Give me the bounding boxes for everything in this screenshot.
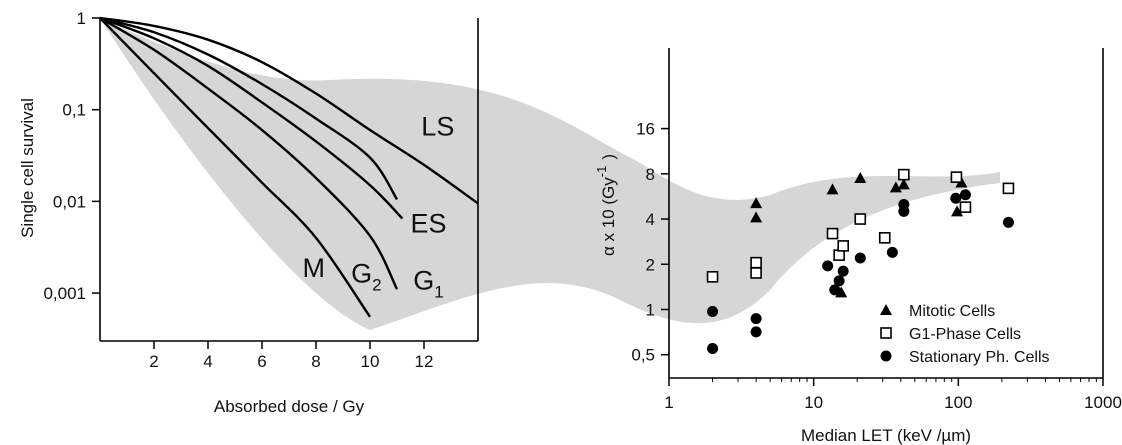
curve-label-main: G [351,259,372,289]
left-x-tick-label: 4 [203,352,212,371]
survival-curve-g2 [99,16,399,290]
curve-label-m: M [303,253,326,283]
right-x-axis-label: Median LET (keV /µm) [801,426,971,445]
right-y-tick-label: 0,5 [631,346,655,365]
left-x-tick-label: 6 [257,352,266,371]
data-point-stationary [707,305,719,317]
data-point-mitotic [951,205,964,217]
data-point-stationary [833,275,845,287]
curve-label-subscript: 2 [372,276,381,295]
left-panel-axes: 2 4 6 8 10 12 10,10,010,001 [43,9,479,371]
data-point-g1-phase [878,232,891,244]
right-y-axis-label: α x 10 (Gy-1) [594,154,618,256]
data-point-mitotic [826,183,839,195]
left-x-tick-label: 12 [415,352,434,371]
data-point-stationary [822,260,834,272]
legend-label-g1: G1-Phase Cells [909,326,1021,343]
left-y-tick-label: 1 [77,9,86,28]
legend: Mitotic Cells G1-Phase Cells Stationary … [880,303,1050,366]
left-y-axis-label: Single cell survival [18,98,37,238]
data-point-stationary [898,198,910,210]
left-y-tick-label: 0,001 [43,284,86,303]
survival-curve-m [99,17,371,318]
shaded-band [100,18,1000,330]
data-point-g1-phase [959,201,972,213]
right-x-ticks: 1 10 100 1000 [664,378,1122,412]
survival-curve-es [99,16,399,201]
data-point-g1-phase [950,171,963,183]
right-x-tick-label: 1 [664,393,673,412]
left-x-tick-label: 2 [149,352,158,371]
right-y-ticks: 0,5 1 2 4 8 16 [631,120,669,365]
right-x-tick-label: 10 [804,393,823,412]
curve-label-main: ES [411,208,447,238]
legend-label-mitotic: Mitotic Cells [909,303,995,320]
right-x-tick-label: 100 [944,393,972,412]
data-point-g1-phase [1002,182,1015,195]
right-y-axis-label-close: ) [599,154,618,160]
legend-label-stationary: Stationary Ph. Cells [909,349,1050,366]
left-x-tick-label: 10 [361,352,380,371]
data-point-g1-phase [898,168,910,181]
curve-label-g2: G2 [351,259,381,295]
data-point-mitotic [897,178,910,190]
data-point-stationary [1002,216,1014,228]
data-point-g1-phase [854,213,867,225]
curve-label-ls: LS [421,112,454,142]
data-point-stationary [829,284,841,296]
curve-label-main: M [303,253,326,283]
data-point-g1-phase [750,256,762,269]
curve-label-es: ES [411,208,447,238]
data-point-mitotic [750,211,763,223]
data-point-stationary [750,326,762,338]
data-point-g1-phase [826,227,839,240]
legend-marker-triangle [880,304,892,315]
data-point-g1-phase [706,271,719,283]
curve-label-main: LS [421,112,454,142]
legend-marker-open-square [880,327,892,339]
right-y-axis-label-main: α x 10 (Gy [599,177,618,256]
left-x-ticks: 2 4 6 8 10 12 [149,341,433,371]
right-y-tick-label: 8 [646,165,655,184]
data-point-stationary [886,246,898,258]
left-y-tick-label: 0,01 [53,192,86,211]
left-y-ticks: 1 0,1 0,01 0,001 [43,9,100,303]
right-y-axis-label-sup: -1 [594,166,609,178]
data-point-g1-phase [837,240,849,252]
right-panel-axes: 1 10 100 1000 0,5 1 2 4 8 16 [631,48,1122,412]
data-point-stationary [854,252,866,264]
survival-curve-ls [99,16,479,205]
data-point-stationary [707,343,719,355]
data-point-mitotic [854,172,867,184]
data-point-g1-phase [750,267,762,279]
data-point-stationary [837,265,849,277]
curve-label-subscript: 1 [434,282,443,301]
data-point-mitotic [750,197,763,209]
right-y-tick-label: 2 [646,255,655,274]
left-x-axis-label: Absorbed dose / Gy [214,397,365,416]
data-point-mitotic [835,286,848,298]
right-scatter-points [706,168,1015,355]
right-y-tick-label: 16 [636,120,655,139]
data-point-stationary [750,313,762,325]
curve-label-main: G [413,265,434,295]
left-survival-curves [99,16,479,318]
legend-marker-filled-circle [880,350,892,362]
left-y-tick-label: 0,1 [62,101,86,120]
survival-curve-g1 [99,16,404,220]
curve-label-g1: G1 [413,265,443,301]
left-x-tick-label: 8 [311,352,320,371]
right-y-tick-label: 1 [646,300,655,319]
right-y-tick-label: 4 [646,210,655,229]
right-x-tick-label: 1000 [1084,393,1122,412]
data-point-stationary [950,192,962,204]
data-point-stationary [959,189,971,201]
data-point-mitotic [889,181,902,193]
